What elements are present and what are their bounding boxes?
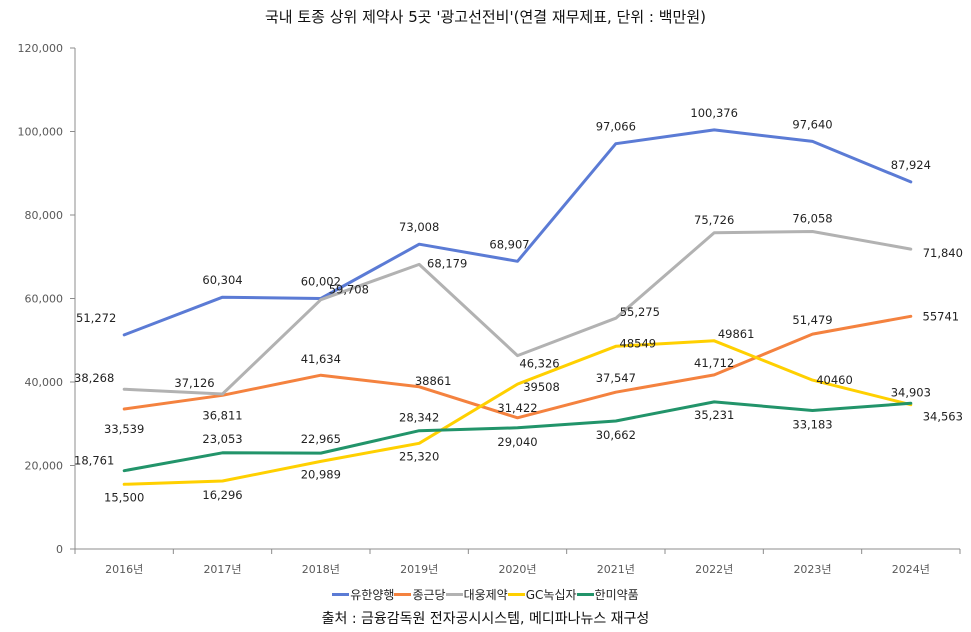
data-label: 34,903 [891, 385, 931, 399]
data-label: 71,840 [923, 246, 963, 260]
axes: 0 20,000 40,000 60,000 80,000 100,000 120,000 2… [18, 42, 961, 576]
data-label: 49861 [718, 327, 755, 341]
x-tick-label: 2018년 [302, 563, 340, 576]
data-label: 41,634 [301, 352, 341, 366]
data-label: 31,422 [497, 401, 537, 415]
y-tick-label: 100,000 [18, 126, 64, 139]
data-label: 41,712 [694, 356, 734, 370]
data-label: 35,231 [694, 408, 734, 422]
x-tick-label: 2020년 [498, 563, 536, 576]
legend-swatch [394, 593, 412, 596]
data-label: 55741 [923, 309, 960, 323]
data-label: 25,320 [399, 449, 439, 463]
legend-swatch [507, 593, 525, 596]
legend-item: GC녹십자 [507, 586, 577, 603]
data-label: 51,272 [76, 311, 116, 325]
data-label: 18,761 [74, 454, 114, 468]
chart-title: 국내 토종 상위 제약사 5곳 '광고선전비'(연결 재무제표, 단위 : 백만… [264, 8, 707, 26]
data-label: 37,547 [596, 371, 636, 385]
data-label: 55,275 [620, 305, 660, 319]
legend-label: 한미약품 [594, 588, 639, 602]
data-label: 29,040 [497, 435, 537, 449]
data-label: 40460 [816, 373, 853, 387]
data-label: 59,708 [329, 283, 369, 297]
series-line-2 [122, 230, 913, 396]
y-tick-label: 20,000 [25, 460, 64, 473]
data-label: 22,965 [301, 432, 341, 446]
data-label: 37,126 [174, 376, 214, 390]
x-tick-label: 2022년 [695, 563, 733, 576]
data-label: 46,326 [519, 357, 559, 371]
x-tick-label: 2019년 [400, 563, 438, 576]
series-line-1 [122, 314, 913, 420]
data-label: 23,053 [202, 432, 242, 446]
data-label: 38861 [415, 374, 452, 388]
source-note: 출처 : 금융감독원 전자공시시스템, 메디파나뉴스 재구성 [321, 611, 650, 627]
legend-label: 종근당 [412, 588, 446, 602]
data-label: 38,268 [74, 371, 114, 385]
data-label: 97,640 [792, 117, 832, 131]
data-label: 36,811 [202, 408, 242, 422]
data-label: 73,008 [399, 220, 439, 234]
data-label: 16,296 [202, 488, 242, 502]
data-label: 33,183 [792, 417, 832, 431]
legend-swatch [332, 593, 350, 596]
data-label: 87,924 [891, 158, 931, 172]
y-tick-label: 120,000 [18, 42, 64, 55]
y-tick-label: 60,000 [25, 293, 64, 306]
data-label: 68,179 [427, 256, 467, 270]
data-label: 20,989 [301, 467, 341, 481]
y-tick-label: 0 [56, 543, 63, 556]
legend-label: 대웅제약 [463, 588, 508, 602]
data-label: 30,662 [596, 428, 636, 442]
data-label: 33,539 [104, 422, 144, 436]
legend-item: 한미약품 [576, 586, 639, 603]
x-tick-label: 2023년 [793, 563, 831, 576]
y-tick-label: 80,000 [25, 209, 64, 222]
legend-item: 종근당 [394, 586, 446, 603]
data-label: 28,342 [399, 411, 439, 425]
series-line-0 [122, 128, 913, 337]
legend-item: 대웅제약 [445, 586, 508, 603]
series-lines [122, 128, 913, 486]
series-line-3 [122, 339, 913, 486]
data-label: 60,304 [202, 273, 242, 287]
y-tick-label: 40,000 [25, 376, 64, 389]
data-label: 15,500 [104, 490, 144, 504]
data-label: 34,563 [923, 410, 963, 424]
data-label: 48549 [620, 336, 657, 350]
legend-label: GC녹십자 [525, 588, 577, 602]
data-label: 75,726 [694, 213, 734, 227]
data-label: 60,002 [301, 274, 341, 288]
x-tick-label: 2024년 [892, 563, 930, 576]
x-tick-label: 2017년 [203, 563, 241, 576]
series-line-4 [122, 400, 913, 473]
data-label: 68,907 [489, 237, 529, 251]
data-label: 39508 [523, 380, 560, 394]
legend: 유한양행 종근당 대웅제약 GC녹십자 한미약품 [0, 586, 971, 603]
legend-swatch [445, 593, 463, 596]
legend-label: 유한양행 [350, 588, 395, 602]
data-label: 76,058 [792, 211, 832, 225]
data-label: 100,376 [690, 106, 738, 120]
data-label: 51,479 [792, 313, 832, 327]
legend-swatch [576, 593, 594, 596]
legend-item: 유한양행 [332, 586, 394, 603]
x-tick-label: 2021년 [597, 563, 635, 576]
data-labels: 51,272 60,304 60,002 73,008 68,907 97,066 100,… [74, 106, 963, 504]
data-label: 97,066 [596, 120, 636, 134]
x-tick-label: 2016년 [105, 563, 143, 576]
